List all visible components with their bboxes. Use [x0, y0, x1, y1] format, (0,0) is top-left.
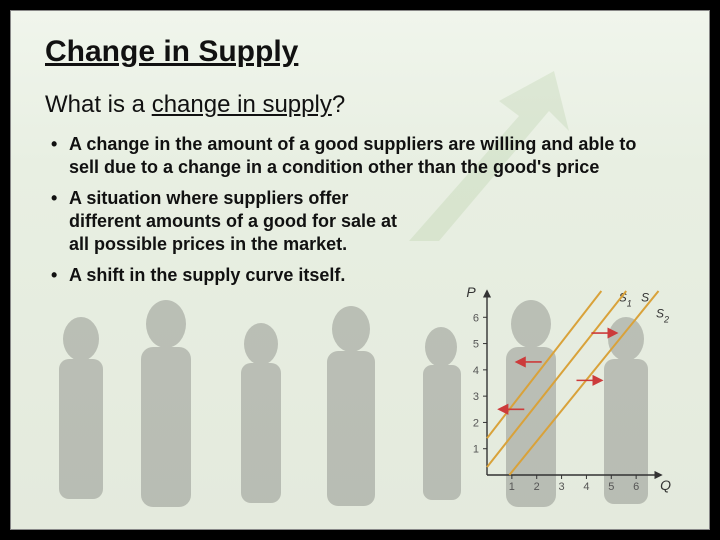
svg-text:5: 5 [608, 481, 614, 493]
svg-text:1: 1 [473, 444, 479, 456]
slide-subtitle: What is a change in supply? [45, 91, 675, 119]
svg-text:S2: S2 [656, 306, 669, 324]
svg-text:2: 2 [473, 417, 479, 429]
bullet-list: A change in the amount of a good supplie… [45, 133, 675, 287]
svg-text:2: 2 [534, 481, 540, 493]
svg-text:6: 6 [473, 312, 479, 324]
slide-title: Change in Supply [45, 35, 675, 69]
svg-text:6: 6 [633, 481, 639, 493]
svg-text:5: 5 [473, 339, 479, 351]
svg-text:S: S [641, 291, 649, 305]
svg-text:3: 3 [473, 391, 479, 403]
bullet-item: A change in the amount of a good supplie… [69, 133, 659, 179]
bullet-item: A shift in the supply curve itself. [69, 264, 409, 287]
svg-text:Q: Q [660, 477, 671, 493]
svg-text:1: 1 [509, 481, 515, 493]
supply-shift-chart: 123456123456QPS1SS2 [459, 279, 679, 499]
svg-text:P: P [466, 284, 476, 300]
subtitle-underlined: change in supply [152, 91, 332, 118]
bullet-item: A situation where suppliers offer differ… [69, 187, 409, 256]
svg-text:4: 4 [583, 481, 589, 493]
subtitle-prefix: What is a [45, 91, 152, 118]
svg-text:4: 4 [473, 365, 479, 377]
slide: Change in Supply What is a change in sup… [10, 10, 710, 530]
svg-text:3: 3 [559, 481, 565, 493]
subtitle-suffix: ? [332, 91, 345, 118]
